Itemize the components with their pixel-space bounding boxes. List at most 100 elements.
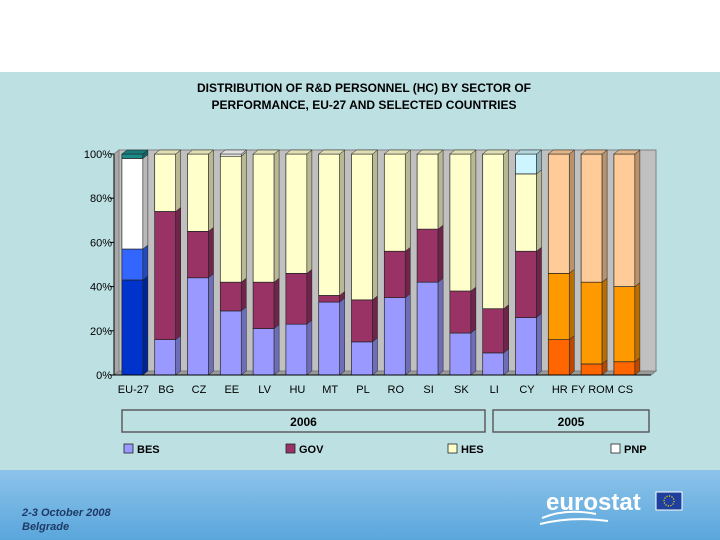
bar-segment-hes <box>121 158 144 250</box>
bar-segment-gov <box>121 248 144 281</box>
bar-segment-bes <box>416 281 439 376</box>
category-label: CZ <box>192 384 207 396</box>
category-label: MT <box>322 384 338 396</box>
bar-side-bes <box>241 306 247 376</box>
bar-side-bes <box>306 319 313 376</box>
bar-segment-hes <box>351 153 373 301</box>
bar-side-bes <box>208 273 214 376</box>
bar-segment-hes <box>383 153 406 252</box>
bar-segment-bes <box>482 352 505 376</box>
y-tick-label: 60% <box>90 237 112 249</box>
bar-segment-hes <box>318 153 341 296</box>
category-label: EE <box>224 384 239 396</box>
category-label: BG <box>158 384 174 396</box>
category-label: SI <box>423 384 433 396</box>
bar-segment-bes <box>252 328 275 376</box>
logo-swoosh-icon <box>541 510 597 519</box>
bar-side-bes <box>372 337 378 376</box>
legend-swatch-pnp <box>610 443 621 454</box>
bar-side-gov <box>273 277 280 330</box>
bar-side-gov <box>142 244 149 281</box>
bar-side-hes <box>405 149 411 252</box>
bar-side-gov <box>405 246 411 299</box>
bar-segment-gov <box>154 211 177 340</box>
category-label: FY ROM <box>571 384 614 396</box>
bar-top <box>547 149 576 155</box>
bar-side-hes <box>273 149 280 283</box>
bar-top <box>317 149 346 155</box>
bar-side-hes <box>241 151 247 283</box>
y-tick-label: 80% <box>90 193 112 205</box>
bar-segment-bes <box>547 339 570 376</box>
bar-side-hes <box>208 149 214 232</box>
bar-segment-bes <box>219 310 242 376</box>
bar-side-bes <box>470 328 477 376</box>
bar-top <box>514 149 543 155</box>
category-label: CS <box>618 384 633 396</box>
category-label: SK <box>454 384 469 396</box>
bar-side-gov <box>241 277 247 312</box>
bar-side-hes <box>372 149 378 301</box>
y-tick-label: 100% <box>84 149 112 161</box>
bar-side-bes <box>569 335 575 376</box>
bar-top <box>416 149 444 155</box>
bar-segment-gov <box>285 272 308 325</box>
bar-top <box>285 149 313 155</box>
bar-top <box>121 149 149 155</box>
bar-top <box>219 149 248 155</box>
bar-segment-gov <box>187 231 209 279</box>
year-group-label: 2006 <box>290 415 317 429</box>
category-label: PL <box>356 384 369 396</box>
footer-date: 2-3 October 2008 <box>22 507 111 519</box>
legend-swatch-bes <box>123 443 134 454</box>
bar-side-hes <box>470 149 477 292</box>
bar-segment-gov <box>219 281 242 312</box>
legend-label-bes: BES <box>137 444 160 456</box>
legend-swatch-hes <box>447 443 458 454</box>
bar-side-bes <box>175 335 181 376</box>
year-group-box <box>492 409 650 433</box>
footer-event-info: 2-3 October 2008 Belgrade <box>22 506 222 534</box>
bar-side-hes <box>437 149 444 230</box>
bar-top <box>252 149 280 155</box>
category-label: EU-27 <box>118 384 149 396</box>
bar-side-bes <box>273 324 280 376</box>
bar-side-hes <box>536 169 542 252</box>
bar-segment-hes <box>154 153 177 212</box>
bars <box>121 149 641 376</box>
y-tick-label: 0% <box>96 370 112 382</box>
bar-side-bes <box>503 348 509 376</box>
bar-side-bes <box>339 297 345 376</box>
bar-top <box>153 149 182 155</box>
bar-segment-gov <box>547 272 570 340</box>
year-groups: 2006 2005 <box>121 409 650 433</box>
bar-side-bes <box>536 313 542 376</box>
bar-segment-gov <box>383 250 406 299</box>
bar-segment-bes <box>351 341 373 376</box>
bar-segment-bes <box>449 332 472 376</box>
logo-swoosh-icon <box>539 518 609 525</box>
eurostat-logo[interactable]: eurostat <box>536 484 686 532</box>
bar-segment-hes <box>285 153 308 274</box>
bar-segment-hes <box>187 153 209 232</box>
category-label: LV <box>258 384 271 396</box>
eu-stars-icon <box>663 495 675 507</box>
year-group-box <box>121 409 486 433</box>
bar-top <box>449 149 477 155</box>
bar-segment-hes <box>515 173 537 252</box>
y-tick-label: 20% <box>90 326 112 338</box>
bar-segment-gov <box>318 295 341 303</box>
bar-segment-pnp <box>219 153 242 157</box>
bar-side-gov <box>569 268 575 341</box>
bar-top <box>580 149 608 155</box>
legend-label-gov: GOV <box>299 444 324 456</box>
bar-top <box>383 149 412 155</box>
bar-side-gov <box>634 282 641 363</box>
logo-wordmark: eurostat <box>546 489 641 516</box>
bar-segment-hes <box>416 153 439 230</box>
legend-label-pnp: PNP <box>624 444 647 456</box>
bar-side-gov <box>601 277 608 365</box>
bar-segment-gov <box>351 299 373 343</box>
category-label: CY <box>519 384 535 396</box>
eu-flag-icon <box>655 491 683 511</box>
